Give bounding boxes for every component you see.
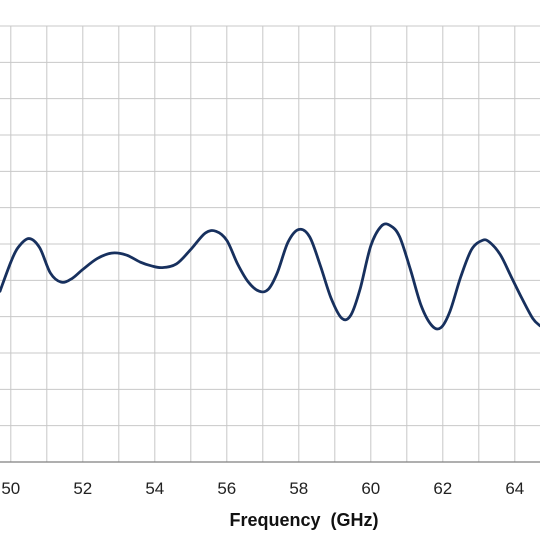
x-tick-label: 54: [145, 479, 164, 498]
series-layer: [0, 222, 540, 331]
x-axis-title: Frequency (GHz): [229, 510, 378, 530]
x-tick-label: 58: [289, 479, 308, 498]
series-line-0: [0, 222, 540, 331]
x-tick-label: 56: [217, 479, 236, 498]
x-tick-label: 62: [433, 479, 452, 498]
x-tick-label: 50: [1, 479, 20, 498]
x-tick-label: 60: [361, 479, 380, 498]
x-tick-label: 64: [505, 479, 524, 498]
x-tick-label: 52: [73, 479, 92, 498]
x-tick-labels: 50 52 54 56 58 60 62 64: [1, 479, 524, 498]
